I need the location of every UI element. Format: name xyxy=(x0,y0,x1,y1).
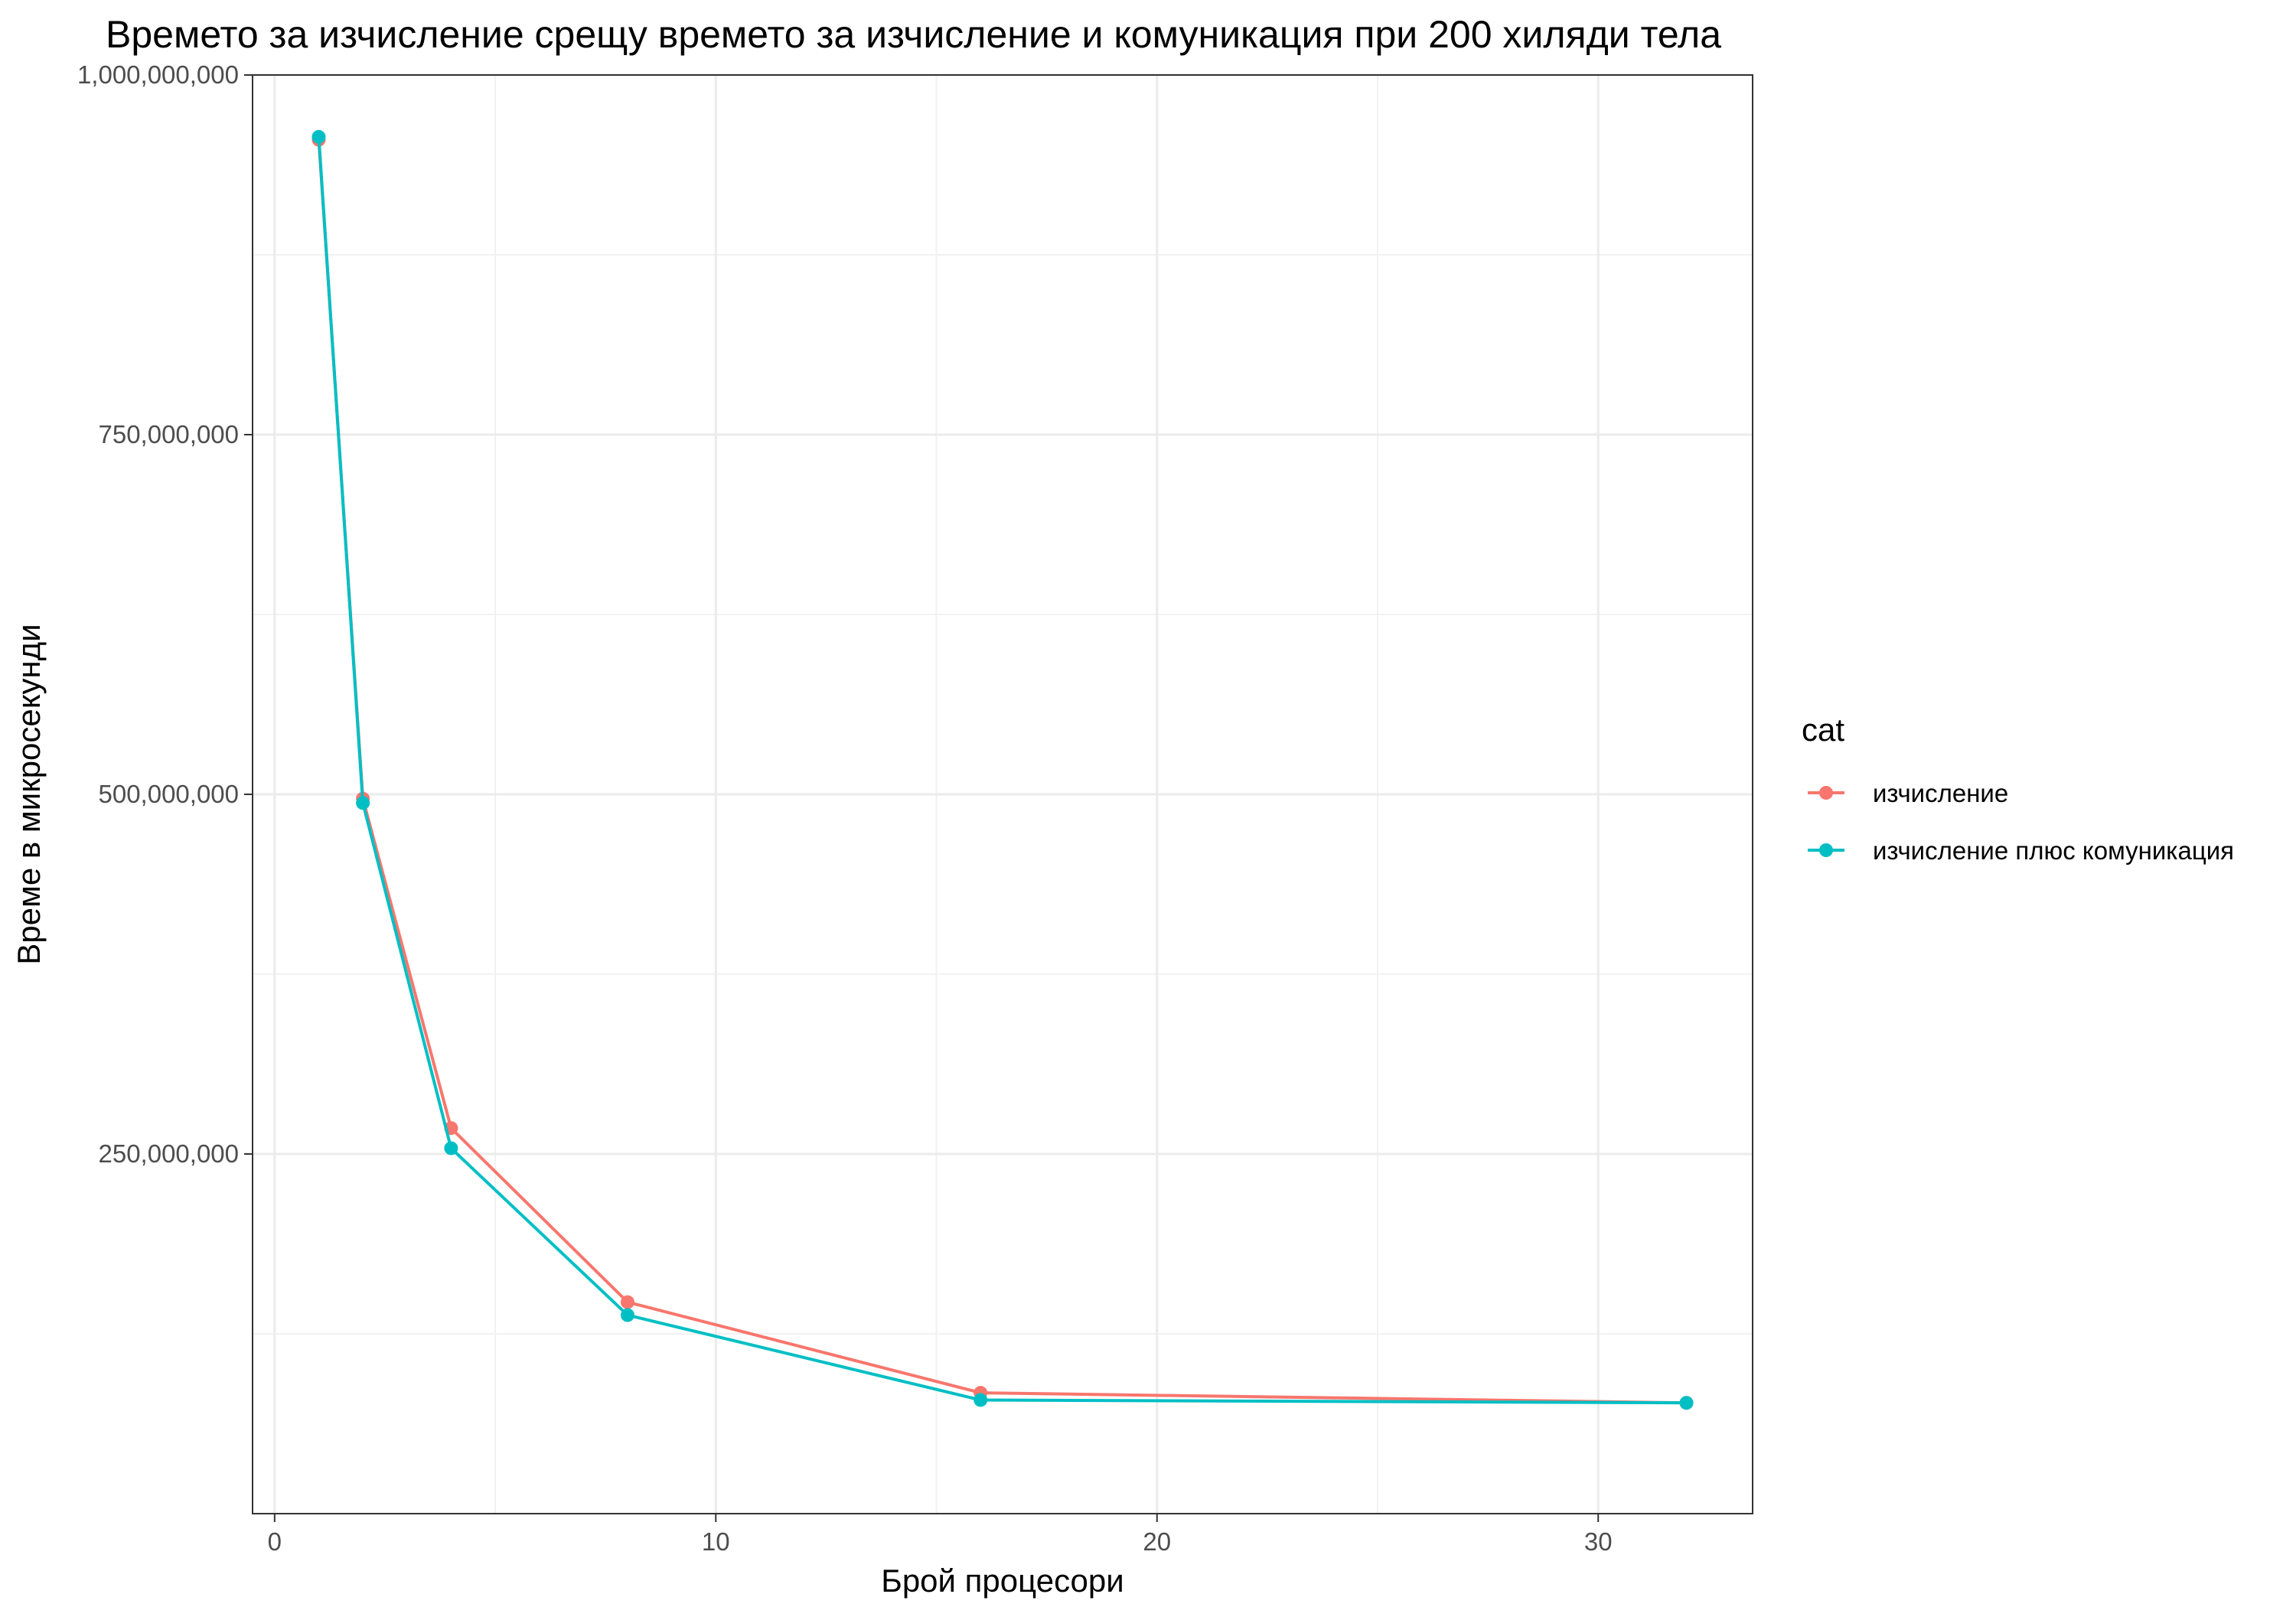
legend-label: изчисление xyxy=(1873,779,2008,807)
series-2-point xyxy=(311,129,326,144)
series-2-point xyxy=(1679,1396,1694,1410)
legend-label: изчисление плюс комуникация xyxy=(1873,836,2234,865)
x-tick-label: 20 xyxy=(1143,1527,1171,1556)
legend-key-point xyxy=(1819,786,1833,800)
x-axis-title: Брой процесори xyxy=(881,1563,1124,1599)
series-line-2 xyxy=(317,136,1687,1405)
series-2-point xyxy=(356,796,370,810)
y-tick-label: 1,000,000,000 xyxy=(77,60,239,89)
y-tick-label: 750,000,000 xyxy=(98,420,239,448)
axis-ticks: 0 10 20 30 250,000,000 500,000,000 750,000,000… xyxy=(77,60,1613,1556)
series-line-1 xyxy=(317,139,1687,1405)
legend-title: cat xyxy=(1802,712,1844,748)
y-axis-title: Време в микросекунди xyxy=(11,624,47,964)
chart-title: Времето за изчисление срещу времето за и… xyxy=(106,13,1721,56)
legend: cat изчисление изчисление плюс комуникаци… xyxy=(1802,712,2234,865)
series-2-point xyxy=(444,1141,458,1156)
series-1-point xyxy=(621,1295,634,1309)
legend-key-point xyxy=(1819,843,1833,857)
x-tick-label: 10 xyxy=(702,1527,730,1556)
series-2-point xyxy=(621,1308,634,1322)
y-tick-label: 250,000,000 xyxy=(98,1139,239,1168)
series-layer xyxy=(311,129,1694,1410)
x-tick-label: 30 xyxy=(1584,1527,1613,1556)
series-2-point xyxy=(974,1393,988,1407)
x-tick-label: 0 xyxy=(268,1527,282,1556)
grid-lines xyxy=(253,73,1753,1514)
y-tick-label: 500,000,000 xyxy=(98,780,239,808)
